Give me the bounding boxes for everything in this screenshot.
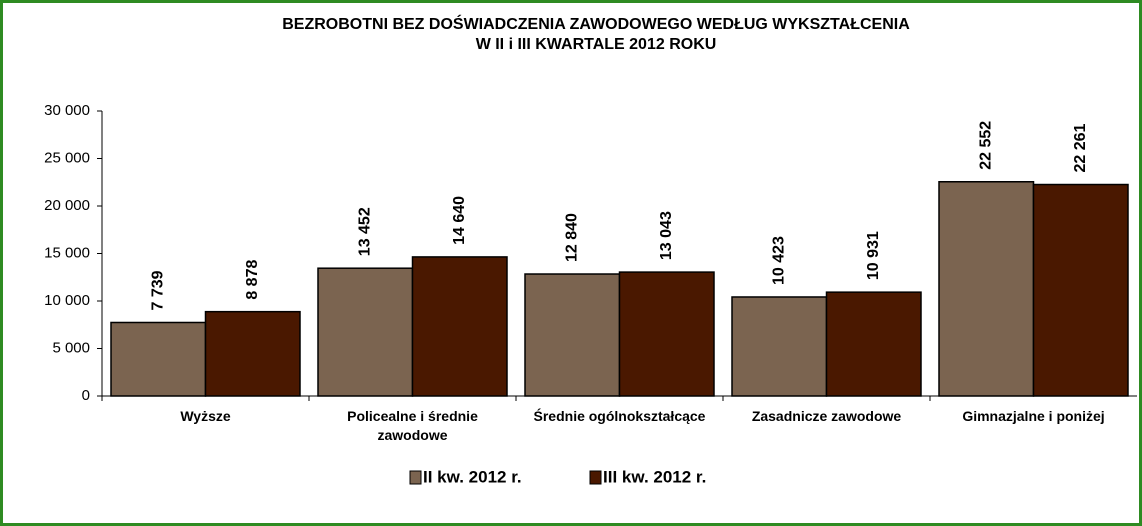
y-tick-label: 30 000 bbox=[44, 102, 90, 119]
x-tick-label: Średnie ogólnokształcące bbox=[533, 408, 706, 424]
bar bbox=[317, 267, 414, 397]
data-label: 13 043 bbox=[658, 211, 675, 260]
bar bbox=[110, 321, 207, 397]
x-tick-label: Gimnazjalne i poniżej bbox=[962, 408, 1105, 424]
data-label: 7 739 bbox=[149, 270, 166, 310]
bar bbox=[618, 271, 715, 397]
legend-label: III kw. 2012 r. bbox=[603, 467, 706, 486]
y-tick-label: 10 000 bbox=[44, 292, 90, 309]
bar bbox=[411, 256, 508, 397]
y-tick-label: 5 000 bbox=[52, 339, 90, 356]
chart-subtitle: W II i III KWARTALE 2012 ROKU bbox=[476, 36, 717, 53]
chart-title: BEZROBOTNI BEZ DOŚWIADCZENIA ZAWODOWEGO … bbox=[282, 14, 910, 33]
bar bbox=[1032, 183, 1129, 397]
y-tick-label: 0 bbox=[82, 387, 90, 404]
data-label: 8 878 bbox=[244, 260, 261, 300]
bar bbox=[938, 181, 1035, 397]
legend-swatch bbox=[409, 470, 422, 485]
legend-swatch bbox=[589, 470, 602, 485]
data-label: 10 423 bbox=[770, 236, 787, 285]
data-label: 14 640 bbox=[451, 196, 468, 245]
y-tick-label: 15 000 bbox=[44, 244, 90, 261]
data-label: 12 840 bbox=[563, 213, 580, 262]
data-label: 22 552 bbox=[977, 121, 994, 170]
legend-label: II kw. 2012 r. bbox=[423, 467, 522, 486]
bar bbox=[825, 291, 922, 397]
x-tick-label: Zasadnicze zawodowe bbox=[751, 408, 902, 424]
y-tick-label: 20 000 bbox=[44, 197, 90, 214]
bar bbox=[524, 273, 621, 397]
bar bbox=[204, 310, 301, 397]
x-tick-label: Policealne i średnie zawodowe bbox=[347, 408, 478, 443]
data-label: 10 931 bbox=[865, 231, 882, 280]
bar bbox=[731, 296, 828, 397]
data-label: 13 452 bbox=[356, 207, 373, 256]
data-label: 22 261 bbox=[1072, 123, 1089, 172]
x-tick-label: Wyższe bbox=[180, 408, 231, 424]
y-tick-label: 25 000 bbox=[44, 149, 90, 166]
